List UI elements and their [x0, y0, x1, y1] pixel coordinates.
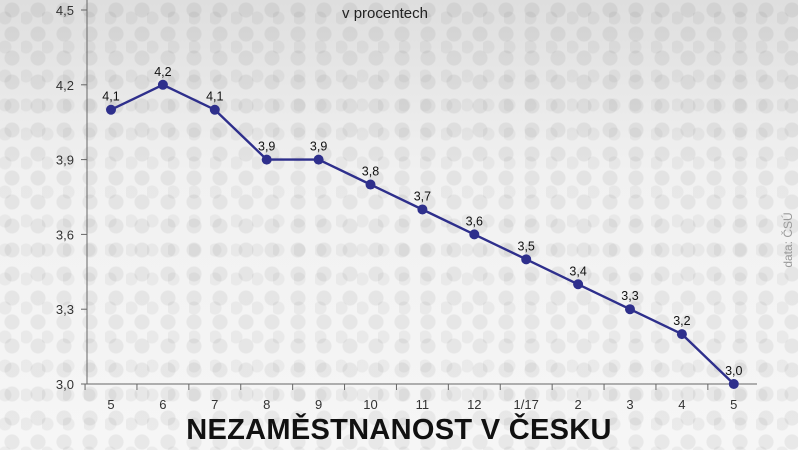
data-label: 3,5: [518, 239, 535, 253]
data-label: 3,0: [725, 364, 742, 378]
data-point: [209, 104, 220, 115]
data-point: [261, 154, 272, 165]
x-tick-label: 11: [416, 397, 430, 412]
y-tick-label: 3,9: [56, 153, 74, 168]
y-tick-label: 3,3: [56, 302, 74, 317]
x-tick-label: 2: [574, 397, 581, 412]
data-label: 3,9: [258, 140, 275, 154]
data-point: [157, 79, 168, 90]
data-source-label: data: ČSÚ: [780, 212, 795, 267]
data-point: [521, 254, 532, 265]
data-point: [417, 204, 428, 215]
x-tick-label: 8: [263, 397, 270, 412]
data-point: [625, 304, 635, 315]
data-label: 3,6: [466, 214, 483, 228]
y-tick-label: 4,2: [56, 78, 74, 93]
series-unemployment: 4,1 4,2 4,1 3,9 3,9 3,8 3,7 3,6 3,5 3,4 3,3 3,2 3,0: [102, 65, 743, 389]
data-point: [469, 229, 480, 240]
chart-title: NEZAMĚSTNANOST V ČESKU: [186, 414, 612, 446]
data-label: 3,4: [569, 264, 586, 278]
data-point: [728, 379, 739, 389]
x-tick-label: 3: [626, 397, 633, 412]
x-tick-label: 5: [730, 397, 737, 412]
x-axis: 5 6 7 8 9 10 11 12 1/17 2 3 4 5: [84, 383, 757, 412]
x-tick-label: 9: [315, 397, 322, 412]
data-point: [365, 179, 376, 190]
data-label: 3,3: [621, 289, 638, 303]
data-point: [313, 154, 324, 165]
x-tick-label: 6: [159, 397, 166, 412]
x-tick-label: 10: [363, 397, 377, 412]
x-tick-label: 4: [678, 397, 685, 412]
x-tick-label: 5: [107, 397, 114, 412]
data-label: 4,1: [102, 90, 119, 104]
x-tick-label: 1/17: [514, 397, 539, 412]
data-label: 4,2: [154, 65, 171, 79]
data-label: 4,1: [206, 90, 223, 104]
series-line: [110, 83, 735, 385]
y-tick-label: 3,0: [56, 377, 74, 392]
data-label: 3,7: [414, 189, 431, 203]
x-tick-label: 12: [467, 397, 481, 412]
chart-subtitle: v procentech: [342, 5, 428, 22]
data-label: 3,2: [673, 314, 690, 328]
y-tick-label: 3,6: [56, 227, 74, 242]
data-label: 3,9: [310, 140, 327, 154]
data-label: 3,8: [362, 165, 379, 179]
x-tick-label: 7: [211, 397, 218, 412]
y-axis: 3,0 3,3 3,6 3,9 4,2 4,5: [56, 0, 88, 392]
y-tick-label: 4,5: [56, 3, 74, 18]
data-point: [676, 329, 687, 340]
data-point: [573, 279, 584, 290]
data-point: [106, 104, 116, 115]
